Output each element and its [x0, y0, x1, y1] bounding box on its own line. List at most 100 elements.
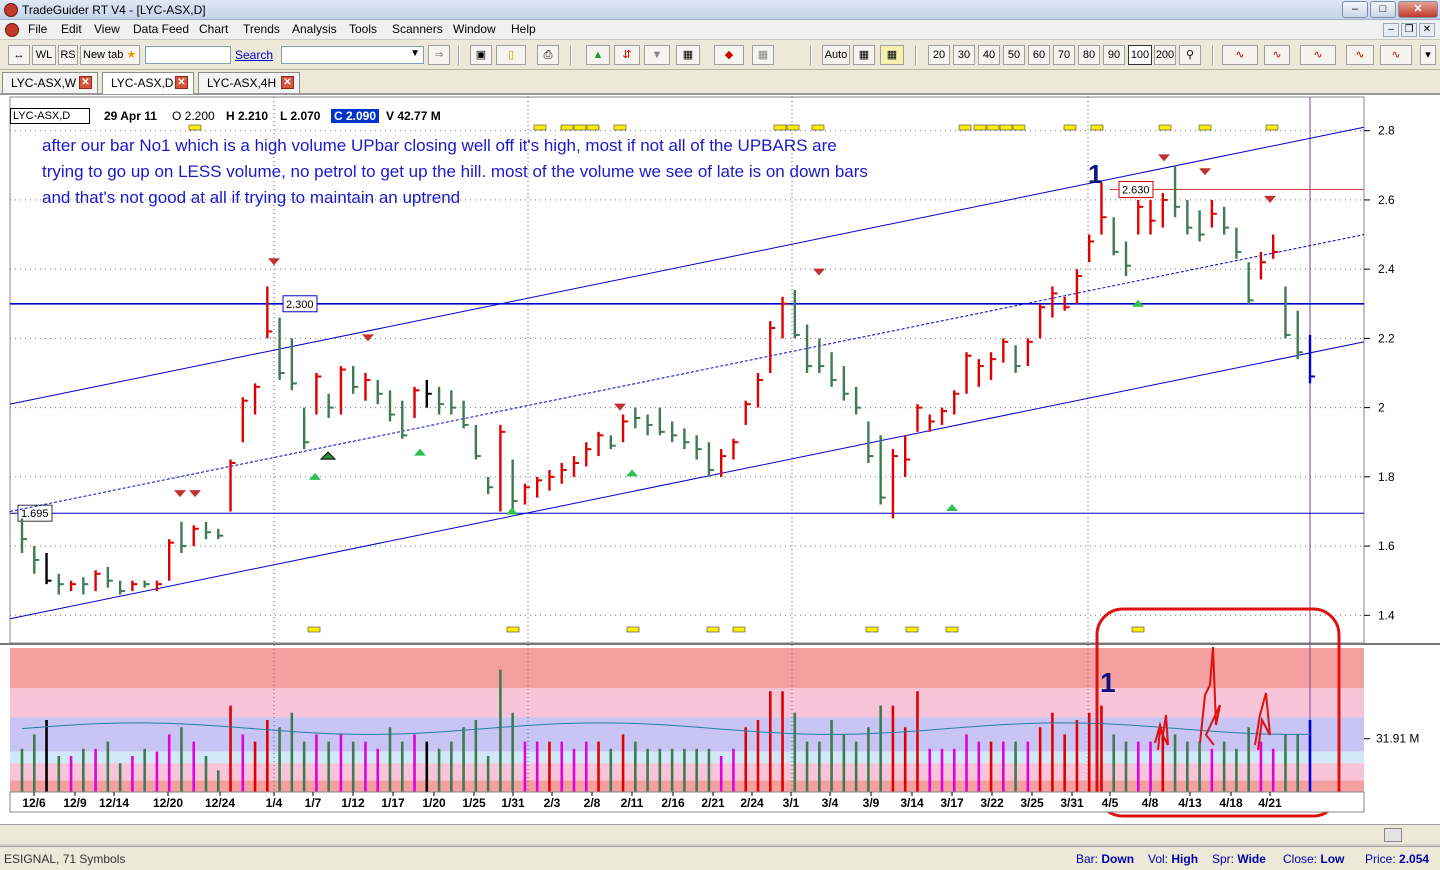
zoom-200-button[interactable]: 200 — [1154, 45, 1176, 65]
x-tick-label: 4/13 — [1178, 796, 1202, 810]
trend-tool-3-button[interactable]: ∿ — [1300, 45, 1336, 65]
x-tick-label: 1/25 — [462, 796, 486, 810]
indicator-marker-bottom — [626, 626, 640, 633]
chart-tabs: LYC-ASX,W ✕ LYC-ASX,D ✕ LYC-ASX,4H ✕ — [0, 70, 1440, 94]
toolbar-separator — [1212, 45, 1214, 65]
up-indicator-button[interactable]: ▲ — [586, 45, 610, 65]
menu-chart[interactable]: Chart — [199, 22, 229, 36]
zoom-70-button[interactable]: 70 — [1053, 45, 1075, 65]
symbol-box: LYC-ASX,D — [10, 108, 90, 124]
x-tick-label: 3/1 — [783, 796, 800, 810]
mdi-minimize-button[interactable]: – — [1383, 23, 1399, 37]
scrollbar-thumb[interactable] — [1384, 828, 1402, 842]
wl-button[interactable]: WL — [32, 45, 56, 65]
bar-marker-label: 1 — [1088, 159, 1103, 189]
go-button[interactable]: ⇒ — [428, 45, 450, 65]
indicator-toggle-button[interactable]: ⇵ — [614, 45, 640, 65]
menu-window[interactable]: Window — [453, 22, 496, 36]
price-tick-label: 2.6 — [1378, 193, 1395, 207]
horizontal-scrollbar[interactable] — [0, 824, 1440, 844]
buy-signal-marker — [506, 507, 518, 515]
close-icon[interactable]: ✕ — [281, 76, 294, 89]
print-button[interactable]: ⎙ — [537, 45, 559, 65]
price-volume-chart[interactable]: 2.8 2.6 2.4 2.2 2 1.8 1.6 1.4 31.91 M 2.300 1.695 2… — [0, 95, 1440, 825]
close-icon[interactable]: ✕ — [175, 76, 188, 89]
x-tick-label: 12/20 — [153, 796, 183, 810]
bar-chart-button[interactable]: ▦ — [676, 45, 700, 65]
tab-label: LYC-ASX,4H — [207, 76, 277, 90]
auto-button[interactable]: Auto — [822, 45, 850, 65]
back-forward-button[interactable]: ↔ — [8, 45, 30, 65]
table-button[interactable]: ▦ — [853, 45, 875, 65]
x-tick-label: 4/18 — [1219, 796, 1243, 810]
volume-band-5 — [10, 780, 1364, 792]
trend-tool-2-button[interactable]: ∿ — [1264, 45, 1290, 65]
search-link[interactable]: Search — [235, 48, 274, 62]
symbol-dropdown[interactable]: ▼ — [281, 46, 424, 64]
symbol-input[interactable] — [145, 46, 231, 64]
zoom-50-button[interactable]: 50 — [1003, 45, 1025, 65]
toolbar-overflow-button[interactable]: ▾ — [1420, 45, 1436, 65]
menu-file[interactable]: File — [28, 22, 48, 36]
handwritten-scribble — [1154, 714, 1169, 751]
x-tick-label: 12/6 — [22, 796, 46, 810]
close-button[interactable]: ✕ — [1398, 1, 1438, 18]
menu-tools[interactable]: Tools — [349, 22, 378, 36]
zoom-button[interactable]: ⚲ — [1179, 45, 1201, 65]
tab-lyc-4h[interactable]: LYC-ASX,4H ✕ — [198, 72, 300, 93]
price-tick-label: 1.6 — [1378, 539, 1395, 553]
menu-analysis[interactable]: Analysis — [292, 22, 337, 36]
main-toolbar: ↔ WL RS New tab ★ Search ▼ ⇒ ▣ ▯ ⎙ ▲ ⇵ ▼… — [0, 40, 1440, 70]
layout-button[interactable]: ▦ — [880, 45, 904, 65]
zoom-40-button[interactable]: 40 — [978, 45, 1000, 65]
x-tick-label: 3/22 — [980, 796, 1004, 810]
grid-button[interactable]: ▦ — [752, 45, 774, 65]
price-tick-label: 2.2 — [1378, 331, 1395, 345]
chart-area[interactable]: 2.8 2.6 2.4 2.2 2 1.8 1.6 1.4 31.91 M 2.300 1.695 2… — [0, 94, 1440, 824]
indicator-marker-top — [986, 124, 1000, 131]
trend-tool-5-button[interactable]: ∿ — [1380, 45, 1412, 65]
tab-lyc-weekly[interactable]: LYC-ASX,W ✕ — [2, 72, 98, 93]
zoom-20-button[interactable]: 20 — [928, 45, 950, 65]
save-button[interactable]: ▣ — [470, 45, 492, 65]
zoom-60-button[interactable]: 60 — [1028, 45, 1050, 65]
indicator-marker-top — [533, 124, 547, 131]
spread-status: Spr: Wide — [1212, 852, 1266, 866]
menu-view[interactable]: View — [94, 22, 120, 36]
buy-signal-marker — [319, 451, 337, 460]
indicator-marker-top — [958, 124, 972, 131]
x-tick-label: 2/8 — [584, 796, 601, 810]
menu-scanners[interactable]: Scanners — [392, 22, 443, 36]
zoom-80-button[interactable]: 80 — [1078, 45, 1100, 65]
document-icon[interactable] — [5, 23, 19, 37]
close-icon[interactable]: ✕ — [79, 76, 92, 89]
menu-data-feed[interactable]: Data Feed — [133, 22, 190, 36]
new-tab-button[interactable]: New tab ★ — [80, 45, 140, 65]
vol-status-value: High — [1171, 852, 1199, 866]
trend-tool-1-button[interactable]: ∿ — [1222, 45, 1258, 65]
mdi-close-button[interactable]: ✕ — [1419, 23, 1435, 37]
markers-button[interactable]: ◆ — [714, 45, 744, 65]
maximize-button[interactable]: □ — [1370, 1, 1396, 18]
app-logo-icon — [4, 3, 18, 17]
rs-button[interactable]: RS — [58, 45, 78, 65]
zoom-100-button[interactable]: 100 — [1128, 45, 1152, 65]
volume-band-0 — [10, 648, 1364, 689]
menu-edit[interactable]: Edit — [61, 22, 82, 36]
highlight-circle — [1095, 607, 1341, 818]
buy-signal-marker — [626, 469, 638, 477]
menu-help[interactable]: Help — [511, 22, 536, 36]
zoom-90-button[interactable]: 90 — [1103, 45, 1125, 65]
down-indicator-button[interactable]: ▼ — [644, 45, 670, 65]
toolbar-separator — [810, 45, 812, 65]
minimize-button[interactable]: – — [1342, 1, 1368, 18]
mdi-restore-button[interactable]: ❐ — [1401, 23, 1417, 37]
menu-trends[interactable]: Trends — [243, 22, 280, 36]
trend-line-icon: ∿ — [1391, 49, 1401, 61]
x-tick-label: 3/14 — [900, 796, 924, 810]
open-button[interactable]: ▯ — [496, 45, 526, 65]
tab-lyc-daily[interactable]: LYC-ASX,D ✕ — [102, 72, 194, 94]
price-tick-label: 1.8 — [1378, 470, 1395, 484]
trend-tool-4-button[interactable]: ∿ — [1346, 45, 1374, 65]
zoom-30-button[interactable]: 30 — [953, 45, 975, 65]
